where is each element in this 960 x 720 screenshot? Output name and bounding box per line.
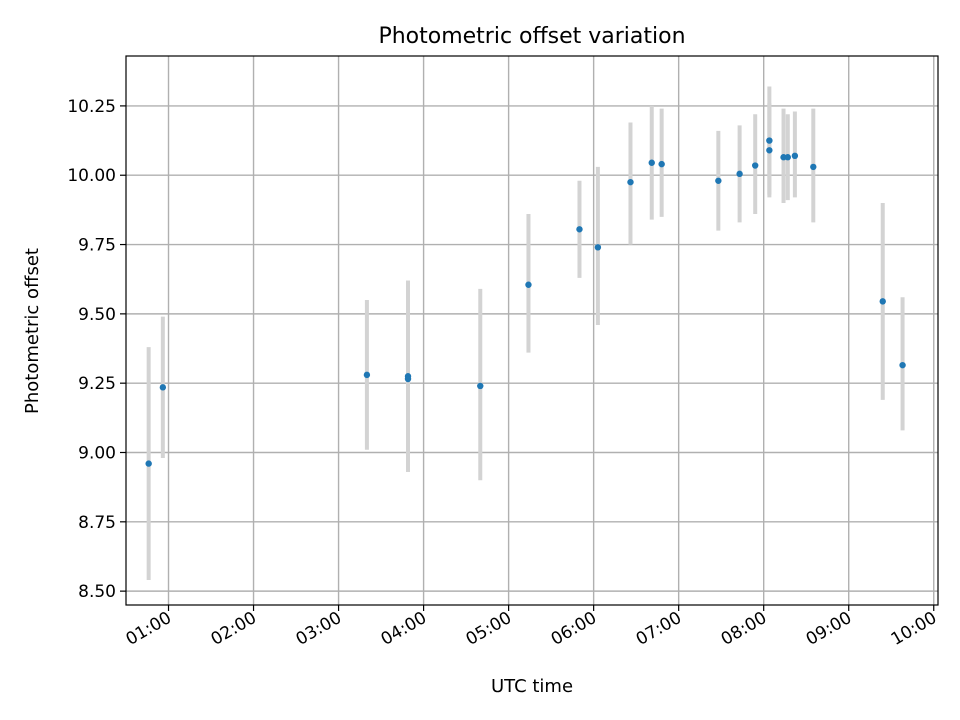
- data-point: [751, 162, 759, 169]
- data-point: [159, 384, 167, 391]
- data-point: [791, 152, 799, 160]
- data-point: [810, 163, 817, 171]
- data-point: [404, 375, 412, 383]
- data-point: [766, 137, 773, 144]
- y-tick-label: 10.00: [67, 166, 116, 186]
- y-tick-label: 9.00: [78, 444, 116, 464]
- data-point: [648, 159, 655, 166]
- y-axis-label: Photometric offset: [22, 248, 43, 414]
- data-point: [736, 170, 743, 178]
- data-point: [715, 177, 722, 184]
- data-point: [879, 298, 886, 305]
- y-tick-label: 9.50: [78, 305, 116, 325]
- data-point: [594, 244, 602, 251]
- data-point: [525, 281, 532, 288]
- data-point: [899, 361, 906, 369]
- x-axis-label: UTC time: [491, 676, 573, 697]
- data-point: [145, 460, 152, 467]
- chart-title: Photometric offset variation: [378, 24, 685, 49]
- y-axis-ticks: 8.50 8.75 9.00 9.25 9.50 9.75 10.00 10.25: [67, 97, 126, 602]
- data-points: [145, 137, 906, 467]
- data-point: [784, 154, 791, 161]
- y-tick-label: 8.75: [78, 513, 116, 533]
- y-tick-label: 8.50: [78, 582, 116, 602]
- plot-frame: [125, 55, 939, 606]
- data-point: [627, 178, 634, 186]
- data-point: [477, 382, 484, 390]
- data-point: [766, 147, 773, 154]
- data-point: [363, 371, 371, 379]
- data-point: [658, 160, 665, 168]
- y-tick-label: 10.25: [67, 97, 116, 117]
- y-tick-label: 9.75: [78, 236, 116, 256]
- grid: [126, 56, 938, 605]
- data-point: [576, 226, 583, 233]
- y-tick-label: 9.25: [78, 374, 116, 394]
